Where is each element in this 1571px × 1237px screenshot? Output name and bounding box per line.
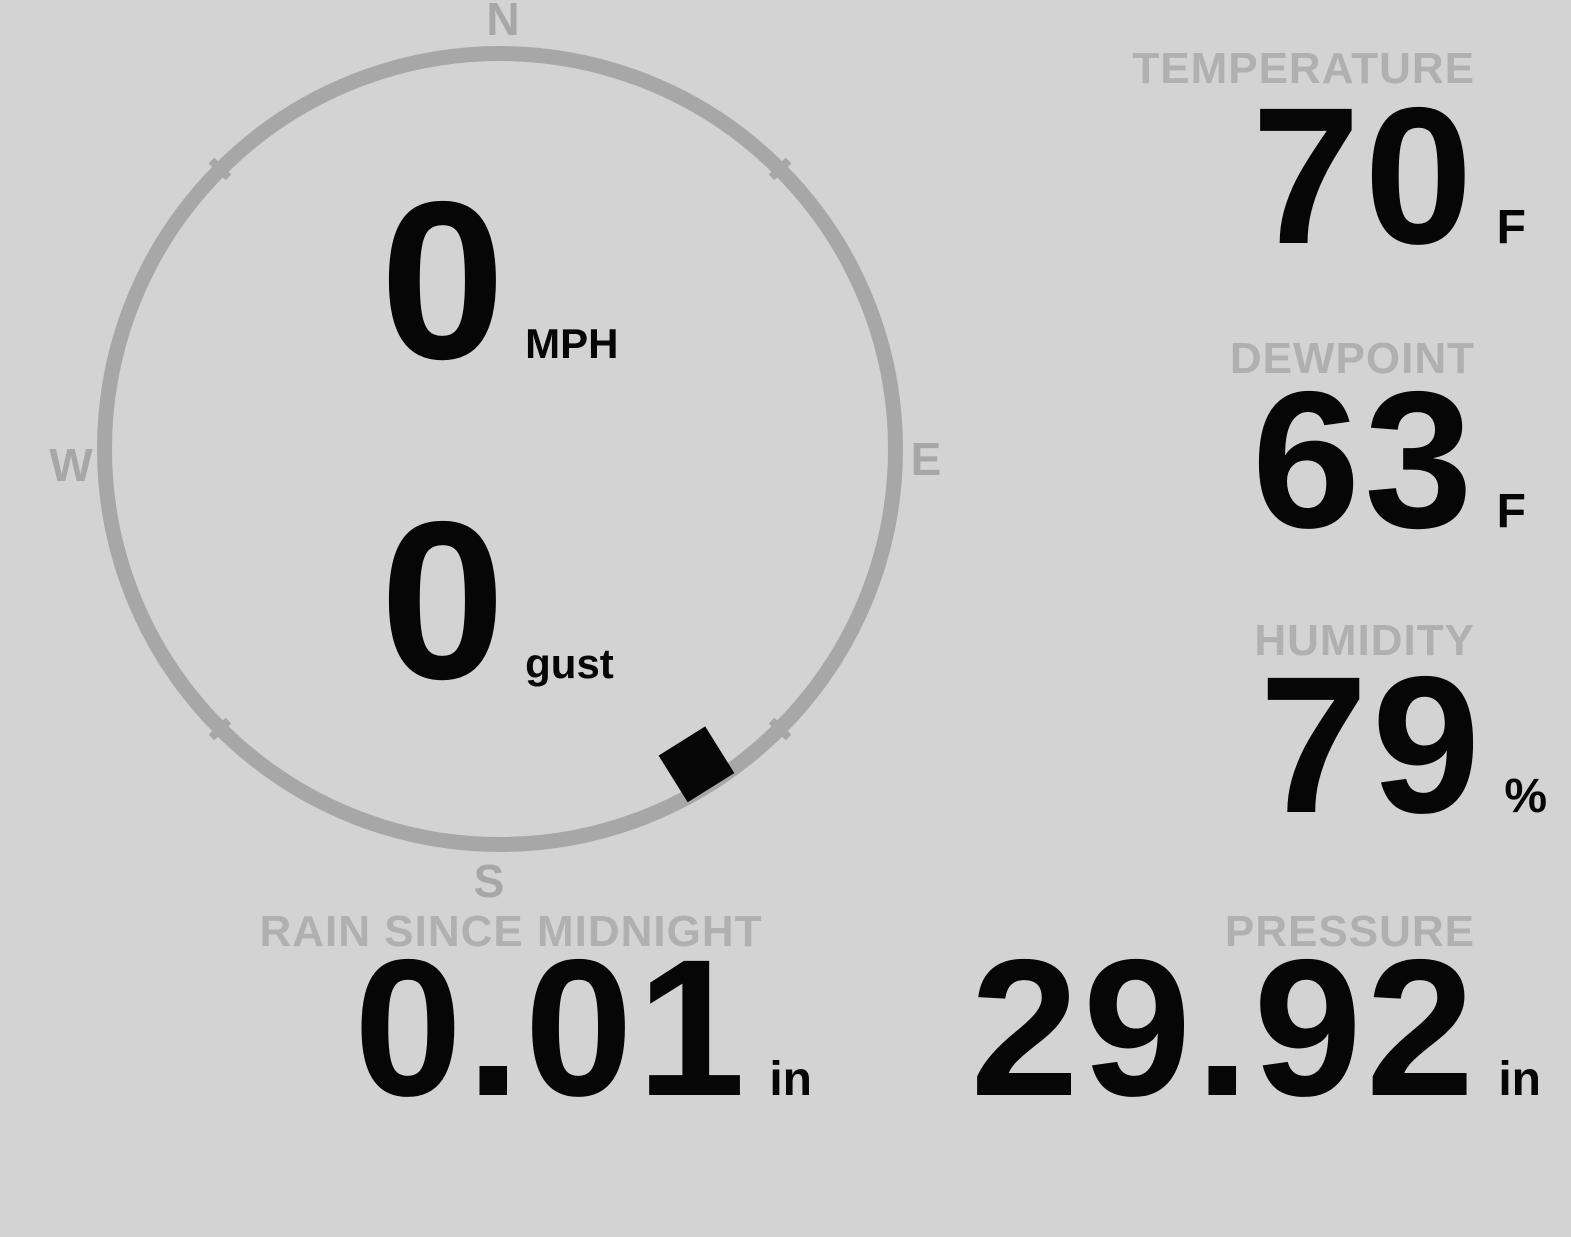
pressure-label: PRESSURE [1224,907,1475,956]
temperature-label: TEMPERATURE [1132,44,1475,93]
dewpoint-readout: 63 F [1252,363,1526,558]
wind-speed-readout: 0 MPH [380,168,618,393]
rain-value: 0.01 [353,919,750,1137]
dewpoint-unit: F [1496,485,1526,538]
pressure-unit: in [1498,1053,1541,1106]
temperature-readout: 70 F [1252,79,1526,274]
compass-label-east: E [910,433,942,485]
wind-gust-value: 0 [380,474,506,726]
rain-unit: in [769,1053,812,1106]
pressure-readout: 29.92 in [970,931,1541,1126]
wind-speed-value: 0 [380,154,506,406]
temperature-unit: F [1496,201,1526,254]
compass-label-north: N [486,0,520,45]
humidity-value: 79 [1259,636,1485,854]
humidity-unit: % [1504,770,1547,823]
temperature-value: 70 [1251,67,1477,285]
wind-speed-unit: MPH [525,320,619,367]
compass-label-south: S [473,855,505,907]
humidity-label: HUMIDITY [1254,616,1475,665]
compass-label-west: W [49,439,93,491]
wind-gust-readout: 0 gust [380,488,614,713]
rain-label: RAIN SINCE MIDNIGHT [259,907,763,956]
dewpoint-label: DEWPOINT [1229,334,1475,383]
humidity-readout: 79 % [1259,648,1547,843]
dewpoint-value: 63 [1251,351,1477,569]
wind-gust-unit: gust [525,640,614,687]
pressure-value: 29.92 [970,919,1479,1137]
rain-readout: 0.01 in [354,931,812,1126]
